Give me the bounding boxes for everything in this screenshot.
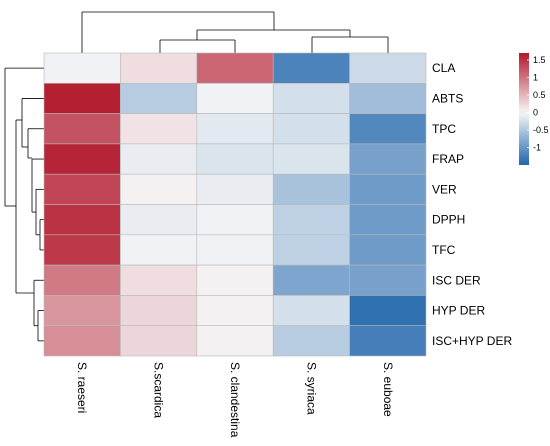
- row-label: TFC: [432, 243, 456, 257]
- heatmap-cell: [196, 173, 274, 205]
- row-label: ISC DER: [432, 273, 481, 287]
- column-label: S. euboae: [381, 362, 395, 417]
- heatmap-cell: [272, 295, 350, 326]
- heatmap-cell: [272, 83, 350, 114]
- legend-tick-label: -0.5: [533, 125, 549, 135]
- heatmap-cell: [196, 295, 274, 326]
- heatmap-cell: [196, 264, 274, 296]
- heatmap-cells: [43, 52, 427, 357]
- heatmap-cell: [272, 325, 350, 357]
- legend-tick-label: 0.5: [533, 90, 546, 100]
- heatmap-cell: [196, 204, 274, 236]
- heatmap-cell: [43, 325, 121, 357]
- column-label: S. syriaca: [304, 362, 318, 415]
- heatmap-cell: [272, 113, 350, 145]
- heatmap-cell: [43, 204, 121, 236]
- heatmap-cell: [349, 295, 427, 326]
- row-label: DPPH: [432, 213, 465, 227]
- heatmap-cell: [349, 325, 427, 357]
- row-label: ABTS: [432, 91, 463, 105]
- row-label: VER: [432, 182, 457, 196]
- heatmap-cell: [349, 52, 427, 84]
- heatmap-cell: [43, 83, 121, 114]
- legend-tick-label: 1: [533, 73, 538, 83]
- heatmap-cell: [43, 234, 121, 266]
- heatmap-cell: [349, 83, 427, 114]
- row-label: TPC: [432, 122, 456, 136]
- heatmap-cell: [196, 143, 274, 175]
- column-labels: S. raeseri S.scardica S. clandestina S. syr…: [75, 362, 395, 438]
- heatmap-cell: [120, 264, 198, 296]
- heatmap-cell: [349, 113, 427, 145]
- heatmap-cell: [196, 113, 274, 145]
- heatmap-cell: [196, 234, 274, 266]
- heatmap-cell: [120, 143, 198, 175]
- legend-tick-label: 0: [533, 108, 538, 118]
- heatmap-cell: [272, 234, 350, 266]
- heatmap-cell: [272, 264, 350, 296]
- row-dendrogram: [4, 67, 44, 342]
- heatmap-cell: [349, 234, 427, 266]
- heatmap-cell: [349, 264, 427, 296]
- color-legend: 1.5 1 0.5 0 -0.5 -1: [519, 53, 549, 165]
- heatmap-cell: [120, 52, 198, 84]
- heatmap-cell: [120, 234, 198, 266]
- column-label: S. clandestina: [228, 362, 242, 438]
- heatmap-cell: [120, 113, 198, 145]
- column-label: S.scardica: [152, 362, 166, 418]
- heatmap-cell: [43, 52, 121, 84]
- heatmap-cell: [272, 173, 350, 205]
- heatmap-cell: [272, 204, 350, 236]
- heatmap-cell: [43, 113, 121, 145]
- row-label: CLA: [432, 61, 455, 75]
- heatmap-cell: [272, 52, 350, 84]
- heatmap-cell: [43, 264, 121, 296]
- heatmap-cell: [349, 143, 427, 175]
- column-label: S. raeseri: [75, 362, 89, 413]
- row-label: ISC+HYP DER: [432, 334, 512, 348]
- heatmap-cell: [196, 83, 274, 114]
- heatmap-cell: [349, 173, 427, 205]
- heatmap-cell: [120, 325, 198, 357]
- heatmap-cell: [120, 295, 198, 326]
- row-label: HYP DER: [432, 304, 485, 318]
- heatmap-cell: [120, 83, 198, 114]
- heatmap-cell: [43, 173, 121, 205]
- heatmap-cell: [272, 143, 350, 175]
- row-label: FRAP: [432, 152, 464, 166]
- column-dendrogram: [81, 11, 389, 53]
- legend-color-bar: [519, 53, 529, 165]
- heatmap-cell: [120, 204, 198, 236]
- heatmap-cell: [43, 143, 121, 175]
- heatmap-cell: [349, 204, 427, 236]
- heatmap-cell: [120, 173, 198, 205]
- heatmap-cell: [43, 295, 121, 326]
- row-labels: CLA ABTS TPC FRAP VER DPPH TFC ISC DER HYP DER IS…: [432, 61, 512, 348]
- legend-tick-label: 1.5: [533, 55, 546, 65]
- heatmap-cell: [196, 325, 274, 357]
- legend-tick-label: -1: [533, 143, 541, 153]
- heatmap-cell: [196, 52, 274, 84]
